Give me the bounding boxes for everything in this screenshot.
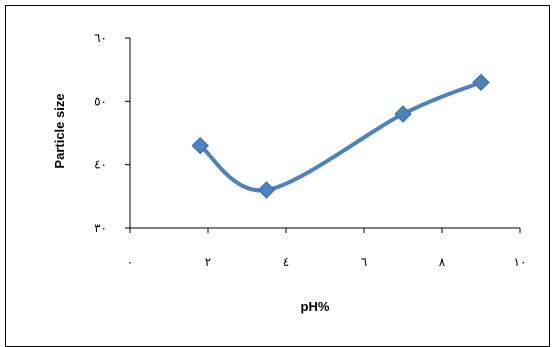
x-tick-label: ١٠ [514,255,527,269]
chart-frame [5,5,550,347]
axes [129,38,520,229]
data-point-marker [394,105,412,123]
x-tick-label: ٢ [205,255,211,269]
x-axis-ticks: ٠ ٢ ٤ ٦ ٨ ١٠ [127,228,527,269]
y-axis-ticks: ٣٠ ٤٠ ٥٠ ٦٠ [94,31,130,235]
x-axis-title: pH% [301,299,330,314]
data-point-marker [472,73,490,92]
data-point-marker [191,136,209,155]
x-tick-label: ٤ [283,255,289,269]
data-point-marker [257,181,276,199]
series-layer [191,73,490,199]
x-tick-label: ٨ [439,255,446,269]
y-tick-label: ٤٠ [94,158,107,172]
x-tick-label: ٠ [127,255,133,269]
y-tick-label: ٣٠ [94,221,107,235]
series-line [198,80,483,193]
y-axis-title: Particle size [52,93,67,168]
y-tick-label: ٦٠ [94,31,107,45]
y-tick-label: ٥٠ [94,94,107,108]
x-tick-label: ٦ [361,255,367,269]
